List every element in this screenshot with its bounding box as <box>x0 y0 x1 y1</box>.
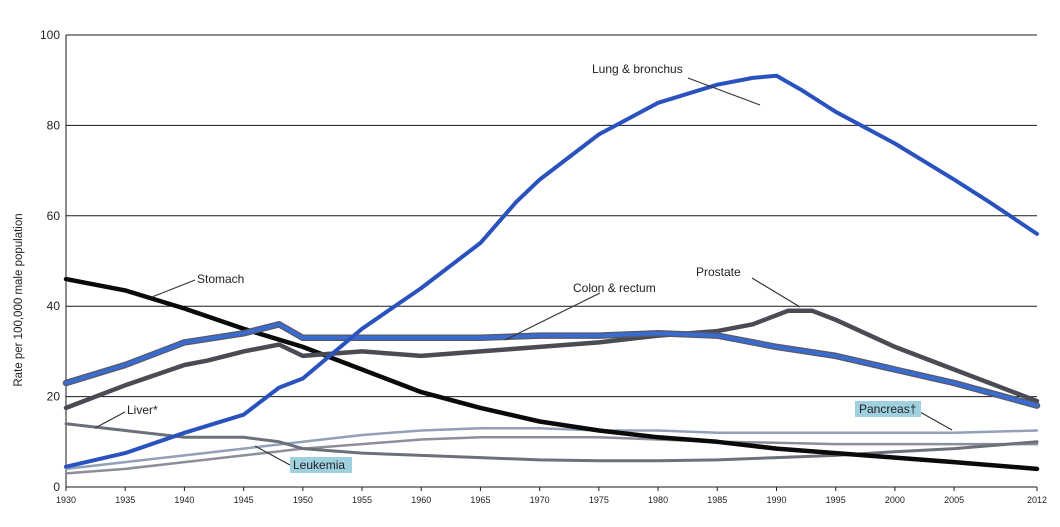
y-axis-ticks: 0 20 40 60 80 100 <box>40 28 60 494</box>
leukemia-label-box <box>290 457 352 473</box>
lung-label: Lung & bronchus <box>592 62 683 76</box>
annotation-pointers <box>94 77 953 466</box>
x-tick-label: 2012 <box>1027 495 1047 505</box>
leukemia-pointer <box>254 445 291 466</box>
series-line-lung-bronchus <box>64 73 1039 469</box>
prostate-pointer <box>751 277 801 308</box>
x-tick-label: 1995 <box>826 495 846 505</box>
y-tick-label: 40 <box>47 299 61 313</box>
gridlines <box>65 34 1037 488</box>
y-tick-label: 20 <box>47 390 61 404</box>
leukemia-label: Leukemia <box>293 458 345 472</box>
series-line-leukemia <box>64 436 1039 475</box>
colon-label: Colon & rectum <box>573 281 656 295</box>
x-tick-label: 1935 <box>115 495 135 505</box>
x-tick-label: 1955 <box>352 495 372 505</box>
series-line-prostate <box>63 308 1040 411</box>
x-tick-label: 2000 <box>885 495 905 505</box>
lung-pointer <box>687 77 761 106</box>
x-tick-label: 1930 <box>56 495 76 505</box>
y-tick-label: 80 <box>47 118 61 132</box>
series-line-colon-rectum <box>64 322 1039 408</box>
x-tick-label: 2005 <box>944 495 964 505</box>
pancreas-label-box <box>855 401 921 417</box>
x-axis-ticks: 1930 1935 1940 1945 1950 1955 1960 1965 1970 1975… <box>56 487 1047 505</box>
series-line-stomach <box>63 276 1040 472</box>
x-tick-label: 1940 <box>174 495 194 505</box>
y-tick-label: 100 <box>40 28 60 42</box>
liver-label: Liver* <box>127 403 158 417</box>
x-tick-label: 1990 <box>766 495 786 505</box>
series-lines <box>62 73 1041 475</box>
y-axis-label: Rate per 100,000 male population <box>13 213 25 386</box>
y-tick-label: 60 <box>47 209 61 223</box>
y-tick-label: 0 <box>53 480 60 494</box>
stomach-label: Stomach <box>197 272 244 286</box>
x-tick-label: 1945 <box>234 495 254 505</box>
pancreas-pointer <box>919 411 953 431</box>
x-tick-label: 1975 <box>589 495 609 505</box>
x-tick-label: 1970 <box>530 495 550 505</box>
x-tick-label: 1965 <box>470 495 490 505</box>
colon-pointer <box>504 292 601 341</box>
x-tick-label: 1985 <box>707 495 727 505</box>
x-tick-label: 1950 <box>293 495 313 505</box>
x-tick-label: 1980 <box>648 495 668 505</box>
x-tick-label: 1960 <box>411 495 431 505</box>
pancreas-label: Pancreas† <box>859 402 916 416</box>
series-line-pancreas <box>64 426 1039 471</box>
prostate-label: Prostate <box>696 265 741 279</box>
stomach-pointer <box>151 279 196 298</box>
liver-pointer <box>94 411 126 429</box>
